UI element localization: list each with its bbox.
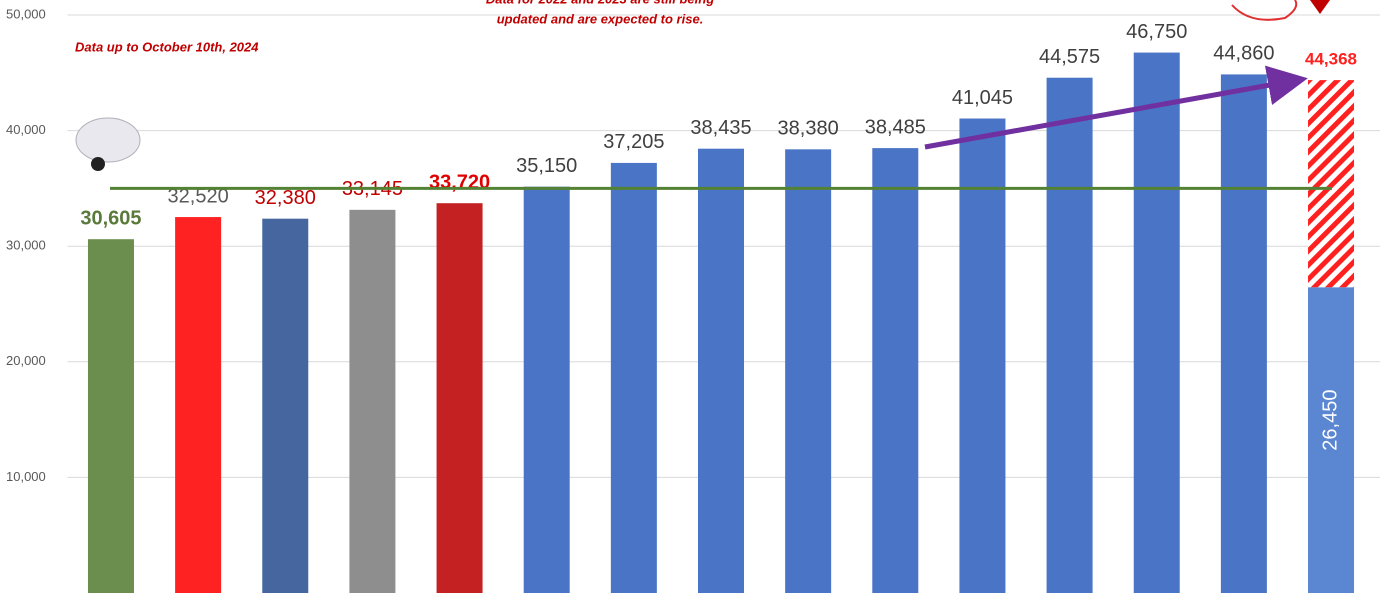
value-label: 35,150 (516, 155, 577, 177)
value-label: 38,380 (778, 118, 839, 140)
corner-icon (1231, 0, 1330, 21)
value-label: 44,575 (1039, 46, 1100, 68)
projected-label: 44,368 (1305, 50, 1357, 69)
bar (1046, 77, 1093, 593)
bars (87, 52, 1355, 593)
y-tick-label: 40,000 (6, 122, 46, 137)
annotation: updated and are expected to rise. (497, 11, 704, 26)
bar (87, 239, 134, 593)
value-label: 26,450 (1319, 390, 1341, 451)
bar (349, 209, 396, 593)
bar (610, 162, 657, 593)
bar (175, 217, 222, 593)
y-tick-label: 50,000 (6, 6, 46, 21)
projected-bar (1308, 80, 1355, 288)
wolf-logo (75, 117, 141, 171)
value-label: 32,520 (168, 185, 229, 207)
y-tick-label: 10,000 (6, 469, 46, 484)
bar (1133, 52, 1180, 593)
bar (523, 186, 570, 593)
value-label: 32,380 (255, 187, 316, 209)
bar (436, 203, 483, 593)
y-tick-label: 30,000 (6, 238, 46, 253)
y-tick-label: 20,000 (6, 353, 46, 368)
value-label: 30,605 (80, 207, 141, 229)
bar (698, 148, 744, 593)
value-label: 41,045 (952, 87, 1013, 109)
bar (872, 148, 919, 593)
value-label: 44,860 (1213, 43, 1274, 65)
trend-arrow (924, 65, 1308, 150)
bar (1220, 74, 1267, 593)
value-label: 33,720 (429, 171, 490, 193)
value-label: 38,435 (690, 117, 751, 139)
annotation: Data up to October 10th, 2024 (75, 39, 259, 54)
annotation: Data for 2022 and 2023 are still being (486, 0, 714, 6)
bar (262, 218, 309, 593)
value-label: 37,205 (603, 131, 664, 153)
bar (785, 149, 832, 593)
value-label: 38,485 (865, 116, 926, 138)
value-label: 46,750 (1126, 21, 1187, 43)
bar (1308, 287, 1355, 593)
bar (959, 118, 1006, 593)
